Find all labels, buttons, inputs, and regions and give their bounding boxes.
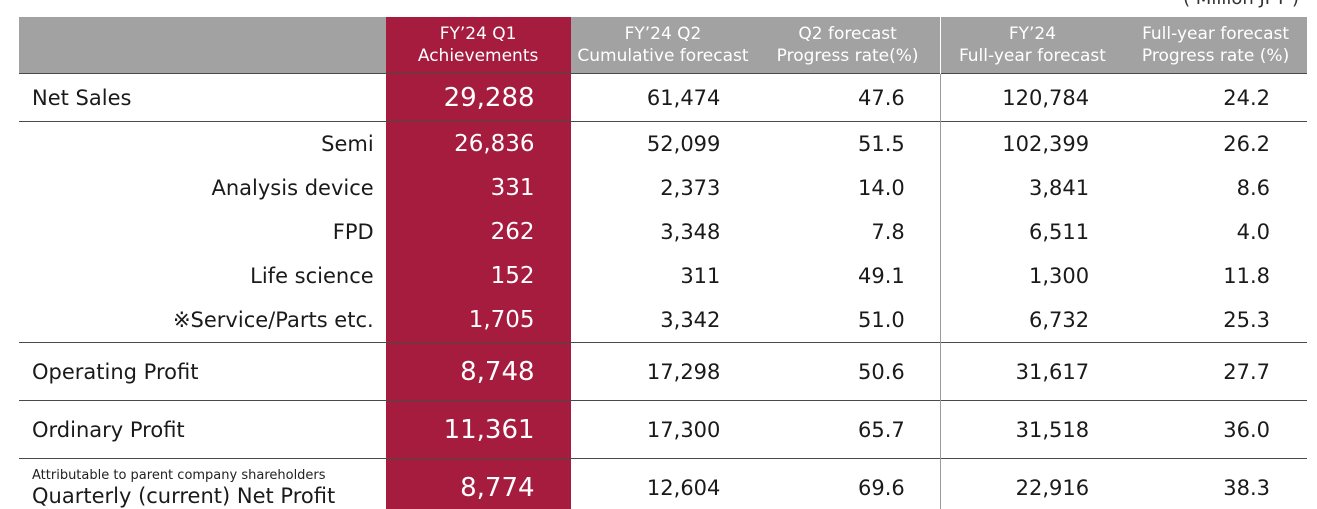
row-label-cell: Attributable to parent company sharehold… — [19, 458, 386, 509]
header-fy-rate-line2: Progress rate (%) — [1141, 46, 1290, 66]
row-label: FPD — [332, 220, 374, 244]
fy-rate-value: 8.6 — [1236, 176, 1270, 200]
q2-value: 2,373 — [660, 176, 721, 200]
row-label: Life science — [250, 264, 374, 288]
header-q2-line2: Cumulative forecast — [577, 46, 749, 66]
q2-rate-value: 49.1 — [858, 264, 905, 288]
fy-value: 120,784 — [939, 73, 1125, 122]
q1-value: 152 — [385, 254, 571, 298]
q2-rate-value: 69.6 — [755, 458, 941, 509]
header-q2-rate: Q2 forecast Progress rate(%) — [755, 17, 941, 74]
row-analysis-device: Analysis device 331 2,373 14.0 3,841 8.6 — [19, 166, 1307, 210]
row-ordinary-profit: Ordinary Profit 11,361 17,300 65.7 31,51… — [19, 400, 1307, 459]
q2-rate-value: 65.7 — [755, 400, 941, 459]
row-label: Ordinary Profit — [19, 400, 386, 459]
fy-value: 6,511 — [939, 210, 1125, 254]
fy-rate-value: 24.2 — [1124, 73, 1307, 122]
row-label: Quarterly (current) Net Profit — [32, 483, 336, 508]
header-fy: FY’24 Full-year forecast — [939, 17, 1125, 74]
row-service-parts: ※Service/Parts etc. 1,705 3,342 51.0 6,7… — [19, 298, 1307, 343]
fy-rate-value: 27.7 — [1124, 342, 1307, 401]
q1-value: 331 — [385, 166, 571, 210]
row-label: Net Sales — [19, 73, 386, 122]
fy-value: 22,916 — [939, 458, 1125, 509]
q2-value: 311 — [680, 264, 721, 288]
header-fy-rate: Full-year forecast Progress rate (%) — [1124, 17, 1307, 74]
row-semi: Semi 26,836 52,099 51.5 102,399 26.2 — [19, 121, 1307, 166]
header-label-cell — [19, 17, 386, 74]
header-q2-rate-line1: Q2 forecast — [798, 24, 897, 44]
header-q1-line2: Achievements — [417, 46, 539, 66]
header-q2-rate-line2: Progress rate(%) — [776, 46, 919, 66]
fy-rate-value: 25.3 — [1223, 308, 1270, 332]
header-q1: FY’24 Q1 Achievements — [385, 17, 571, 74]
row-label-small: Attributable to parent company sharehold… — [32, 467, 326, 483]
q2-value: 17,300 — [570, 400, 756, 459]
row-net-sales: Net Sales 29,288 61,474 47.6 120,784 24.… — [19, 73, 1307, 122]
row-label: Operating Profit — [19, 342, 386, 401]
fy-value: 102,399 — [939, 121, 1125, 166]
header-fy-rate-line1: Full-year forecast — [1142, 24, 1290, 44]
fy-rate-value: 26.2 — [1124, 121, 1307, 166]
row-label: ※Service/Parts etc. — [172, 308, 374, 332]
header-fy-line1: FY’24 — [1008, 24, 1057, 44]
row-operating-profit: Operating Profit 8,748 17,298 50.6 31,61… — [19, 342, 1307, 401]
row-label: Semi — [19, 121, 386, 166]
q2-rate-value: 51.0 — [858, 308, 905, 332]
q2-value: 12,604 — [570, 458, 756, 509]
row-life-science: Life science 152 311 49.1 1,300 11.8 — [19, 254, 1307, 298]
q2-value: 52,099 — [570, 121, 756, 166]
fy-value: 31,617 — [939, 342, 1125, 401]
q1-value: 11,361 — [385, 400, 571, 459]
q1-value: 262 — [385, 210, 571, 254]
header-row: FY’24 Q1 Achievements FY’24 Q2 Cumulativ… — [19, 17, 1307, 74]
header-fy-line2: Full-year forecast — [958, 46, 1106, 66]
q2-rate-value: 50.6 — [755, 342, 941, 401]
header-q1-line1: FY’24 Q1 — [439, 24, 517, 44]
q2-value: 17,298 — [570, 342, 756, 401]
fy-rate-value: 4.0 — [1236, 220, 1270, 244]
results-table: FY’24 Q1 Achievements FY’24 Q2 Cumulativ… — [19, 17, 1307, 509]
row-net-profit: Attributable to parent company sharehold… — [19, 458, 1307, 509]
q2-value: 61,474 — [570, 73, 756, 122]
q1-value: 26,836 — [385, 121, 571, 166]
q2-value: 3,348 — [660, 220, 721, 244]
q2-rate-value: 47.6 — [755, 73, 941, 122]
row-fpd: FPD 262 3,348 7.8 6,511 4.0 — [19, 210, 1307, 254]
q2-value: 3,342 — [660, 308, 721, 332]
q2-rate-value: 14.0 — [858, 176, 905, 200]
fy-rate-value: 38.3 — [1124, 458, 1307, 509]
header-q2-line1: FY’24 Q2 — [624, 24, 702, 44]
q1-value: 1,705 — [385, 298, 571, 343]
q1-value: 29,288 — [385, 73, 571, 122]
row-label: Analysis device — [211, 176, 374, 200]
q1-value: 8,748 — [385, 342, 571, 401]
fy-value: 1,300 — [939, 254, 1125, 298]
fy-rate-value: 36.0 — [1124, 400, 1307, 459]
q2-rate-value: 51.5 — [755, 121, 941, 166]
fy-value: 31,518 — [939, 400, 1125, 459]
fy-rate-value: 11.8 — [1223, 264, 1270, 288]
q1-value: 8,774 — [385, 458, 571, 509]
header-q2: FY’24 Q2 Cumulative forecast — [570, 17, 756, 74]
unit-label: ( Million JPY ) — [1183, 0, 1299, 9]
q2-rate-value: 7.8 — [871, 220, 905, 244]
fy-value: 6,732 — [939, 298, 1125, 343]
fy-value: 3,841 — [939, 166, 1125, 210]
